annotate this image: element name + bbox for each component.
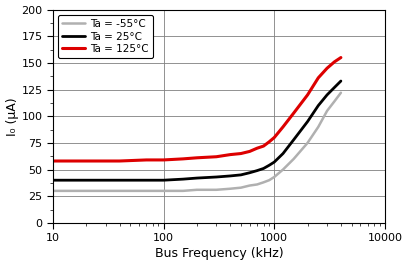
Ta = 125°C: [214, 155, 219, 158]
Ta = 125°C: [339, 56, 344, 59]
Ta = 125°C: [255, 147, 259, 150]
Ta = -55°C: [117, 189, 122, 193]
Ta = 125°C: [305, 93, 310, 97]
Ta = 125°C: [325, 66, 330, 70]
Ta = 25°C: [339, 80, 344, 83]
Ta = 125°C: [117, 159, 122, 163]
Ta = 25°C: [51, 178, 55, 182]
Ta = 25°C: [214, 175, 219, 178]
Ta = -55°C: [195, 188, 200, 192]
Ta = -55°C: [161, 189, 166, 193]
Ta = -55°C: [247, 184, 252, 187]
Ta = -55°C: [144, 189, 149, 193]
Ta = -55°C: [255, 183, 259, 186]
Ta = -55°C: [181, 189, 186, 193]
Ta = 25°C: [332, 86, 337, 89]
Ta = -55°C: [267, 178, 272, 182]
Ta = -55°C: [84, 189, 89, 193]
Ta = 25°C: [161, 178, 166, 182]
Ta = -55°C: [305, 141, 310, 144]
Ta = -55°C: [325, 109, 330, 113]
Ta = 25°C: [261, 167, 266, 170]
Ta = 125°C: [51, 159, 55, 163]
Ta = 125°C: [247, 150, 252, 153]
Ta = 125°C: [261, 144, 266, 148]
Ta = 125°C: [195, 156, 200, 159]
Ta = 125°C: [84, 159, 89, 163]
Line: Ta = 25°C: Ta = 25°C: [53, 81, 341, 180]
Ta = 25°C: [144, 178, 149, 182]
Ta = 25°C: [228, 174, 233, 177]
Ta = -55°C: [261, 181, 266, 184]
Ta = 125°C: [228, 153, 233, 156]
X-axis label: Bus Frequency (kHz): Bus Frequency (kHz): [155, 247, 283, 260]
Ta = 25°C: [239, 173, 244, 176]
Ta = 25°C: [291, 138, 296, 141]
Ta = 125°C: [144, 158, 149, 161]
Ta = 25°C: [255, 169, 259, 172]
Ta = -55°C: [228, 187, 233, 190]
Line: Ta = -55°C: Ta = -55°C: [53, 93, 341, 191]
Line: Ta = 125°C: Ta = 125°C: [53, 57, 341, 161]
Ta = -55°C: [272, 175, 277, 178]
Ta = 25°C: [281, 152, 286, 155]
Ta = -55°C: [239, 186, 244, 189]
Ta = 25°C: [272, 160, 277, 164]
Ta = 25°C: [84, 178, 89, 182]
Ta = 25°C: [316, 104, 321, 107]
Ta = -55°C: [291, 157, 296, 160]
Ta = 125°C: [239, 152, 244, 155]
Ta = 125°C: [161, 158, 166, 161]
Ta = 125°C: [291, 111, 296, 115]
Ta = 25°C: [117, 178, 122, 182]
Ta = 125°C: [281, 125, 286, 128]
Ta = -55°C: [339, 91, 344, 94]
Ta = 25°C: [325, 93, 330, 97]
Y-axis label: I₀ (μA): I₀ (μA): [6, 97, 18, 135]
Ta = 125°C: [181, 157, 186, 160]
Ta = 125°C: [267, 140, 272, 143]
Ta = 25°C: [181, 177, 186, 181]
Ta = -55°C: [332, 100, 337, 103]
Ta = -55°C: [316, 125, 321, 128]
Ta = -55°C: [281, 168, 286, 171]
Ta = -55°C: [214, 188, 219, 192]
Ta = 25°C: [305, 120, 310, 123]
Legend: Ta = -55°C, Ta = 25°C, Ta = 125°C: Ta = -55°C, Ta = 25°C, Ta = 125°C: [58, 15, 153, 58]
Ta = 125°C: [332, 60, 337, 63]
Ta = 125°C: [272, 136, 277, 139]
Ta = -55°C: [51, 189, 55, 193]
Ta = 25°C: [267, 164, 272, 167]
Ta = 25°C: [195, 176, 200, 180]
Ta = 25°C: [247, 171, 252, 174]
Ta = 125°C: [316, 76, 321, 80]
